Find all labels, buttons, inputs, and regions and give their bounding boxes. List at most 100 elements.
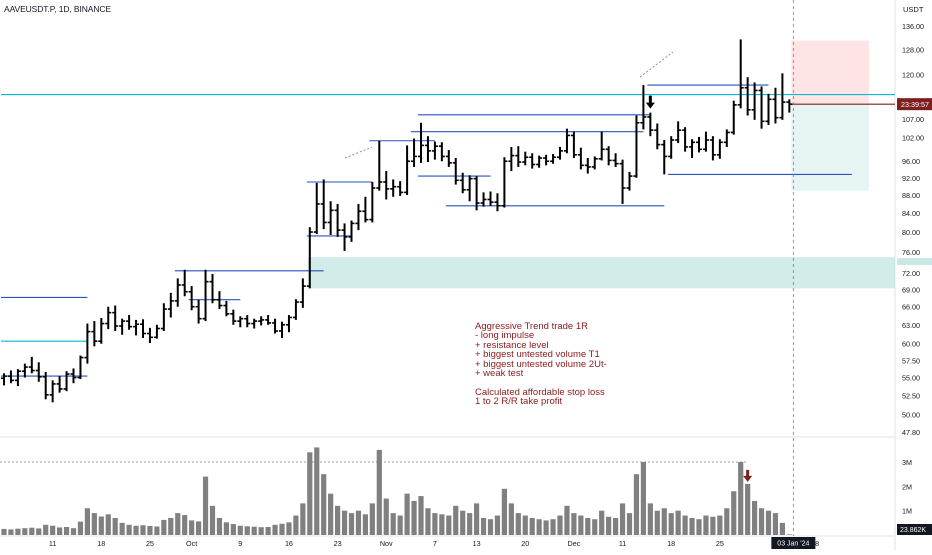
ohlc-bar xyxy=(529,153,536,169)
ohlc-bar xyxy=(279,321,285,338)
current-volume-tag xyxy=(897,524,932,535)
volume-bar xyxy=(717,515,723,535)
ohlc-bar xyxy=(591,156,598,170)
volume-bar xyxy=(328,493,334,535)
volume-bar xyxy=(314,447,320,535)
price-axis-tick: 92.00 xyxy=(902,174,920,183)
volume-bar xyxy=(696,519,702,535)
volume-bar xyxy=(8,529,14,535)
ohlc-bar xyxy=(223,300,230,317)
volume-bar xyxy=(585,517,591,535)
ohlc-bar xyxy=(35,362,42,382)
ohlc-bar xyxy=(216,291,223,310)
volume-bar xyxy=(286,522,292,535)
volume-bar xyxy=(654,510,660,535)
volume-bar xyxy=(710,516,716,535)
ohlc-bar xyxy=(737,39,744,109)
price-axis-tick: 60.00 xyxy=(902,340,920,349)
ohlc-bar xyxy=(612,153,619,167)
volume-bar xyxy=(91,513,97,535)
ohlc-bar xyxy=(723,129,730,147)
volume-bar xyxy=(43,524,49,535)
annotation-line: + weak test xyxy=(475,368,524,380)
ohlc-bar xyxy=(28,356,35,374)
volume-bar xyxy=(223,522,229,535)
volume-bar xyxy=(147,526,153,535)
time-axis-tick: 11 xyxy=(619,539,626,548)
price-axis-tick: 55.00 xyxy=(902,374,920,383)
ohlc-bar xyxy=(716,139,723,159)
ohlc-bar xyxy=(709,136,716,161)
volume-bar xyxy=(133,525,139,535)
volume-bar xyxy=(237,525,243,535)
ohlc-bar xyxy=(98,318,105,344)
volume-bar xyxy=(265,526,271,535)
current-price-tag xyxy=(897,98,932,111)
price-axis-tick: 84.00 xyxy=(902,209,920,218)
ohlc-bar xyxy=(598,131,605,161)
ohlc-bar xyxy=(174,278,181,307)
volume-bar xyxy=(175,513,181,535)
annotation-line: + biggest untested volume T1 xyxy=(475,349,600,361)
time-axis-tick: Oct xyxy=(186,539,197,548)
ohlc-bar xyxy=(452,158,459,185)
volume-bar xyxy=(752,500,758,535)
volume-bar xyxy=(626,513,633,535)
time-axis-tick: 18 xyxy=(97,539,105,548)
volume-bar xyxy=(321,474,327,535)
ohlc-bar xyxy=(543,154,550,166)
time-axis-tick: 20 xyxy=(521,539,529,548)
volume-bar xyxy=(550,519,556,535)
volume-bar xyxy=(140,525,146,535)
ohlc-bar xyxy=(119,318,126,335)
ohlc-bar xyxy=(56,376,63,393)
ohlc-bar xyxy=(251,318,258,329)
ohlc-bar xyxy=(522,151,529,166)
volume-bar xyxy=(369,503,375,535)
ohlc-bar xyxy=(605,146,612,166)
price-axis-tick: 69.00 xyxy=(902,285,920,294)
ohlc-bar xyxy=(362,196,369,223)
volume-bar xyxy=(63,526,70,535)
volume-bar xyxy=(168,517,174,535)
ohlc-bar xyxy=(494,193,501,212)
volume-bar xyxy=(543,520,549,535)
ohlc-bar xyxy=(334,203,341,237)
ohlc-bar xyxy=(431,141,438,160)
ohlc-bar xyxy=(730,100,737,135)
volume-bar xyxy=(592,519,598,535)
take-profit-zone xyxy=(791,104,869,191)
volume-bar xyxy=(189,520,195,535)
annotation-line: - long impulse xyxy=(475,330,535,342)
volume-bar xyxy=(397,515,403,535)
ohlc-bar xyxy=(105,306,112,330)
trade-annotation: Aggressive Trend trade 1R - long impulse +… xyxy=(475,322,607,407)
ohlc-bar xyxy=(14,369,21,387)
ohlc-bar xyxy=(237,316,244,328)
ohlc-bar xyxy=(327,201,334,235)
ohlc-bar xyxy=(369,182,376,223)
ohlc-bar xyxy=(779,73,786,120)
volume-bar xyxy=(765,510,772,535)
time-axis-tick: 11 xyxy=(49,539,56,548)
volume-bar xyxy=(675,510,681,535)
volume-bar xyxy=(703,515,709,535)
volume-bar xyxy=(557,515,563,535)
volume-bar xyxy=(571,513,577,535)
volume-axis-tick: 3M xyxy=(902,458,912,467)
price-axis-tick: 80.00 xyxy=(902,228,920,237)
price-axis-tick: 57.50 xyxy=(902,356,920,365)
ohlc-bar xyxy=(487,191,494,206)
volume-bar xyxy=(209,505,216,535)
ohlc-bar xyxy=(397,181,404,196)
volume-bar xyxy=(335,505,341,535)
volume-bar xyxy=(432,513,438,535)
price-axis-tick: 107.00 xyxy=(902,115,924,124)
volume-bar xyxy=(487,519,494,535)
volume-bar xyxy=(22,528,28,535)
volume-bar xyxy=(501,488,507,535)
ohlc-bar xyxy=(202,269,209,322)
volume-bar xyxy=(564,505,570,535)
annotation-line: + biggest untested volume 2Ut- xyxy=(475,358,607,370)
